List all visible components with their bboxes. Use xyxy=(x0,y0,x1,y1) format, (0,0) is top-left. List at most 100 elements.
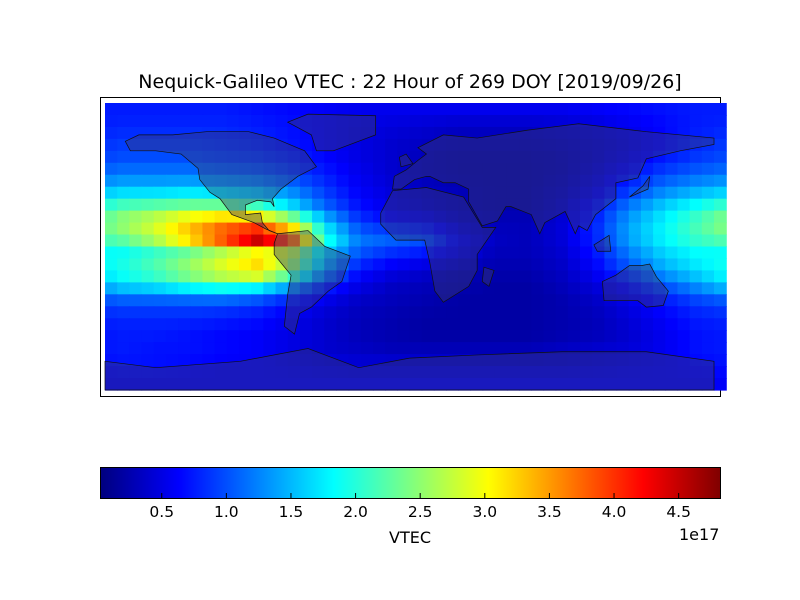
heatmap-cell xyxy=(238,186,252,200)
colorbar-segment xyxy=(698,468,700,498)
heatmap-cell xyxy=(665,366,679,379)
heatmap-cell xyxy=(178,138,191,152)
colorbar-segment xyxy=(586,468,588,498)
heatmap-cell xyxy=(385,294,398,307)
heatmap-cell xyxy=(263,318,277,331)
heatmap-cell xyxy=(251,126,264,140)
heatmap-cell xyxy=(141,330,155,343)
heatmap-cell xyxy=(604,114,618,128)
colorbar-segment xyxy=(407,468,409,498)
heatmap-cell xyxy=(263,306,277,319)
colorbar-segment xyxy=(291,468,293,498)
colorbar-segment xyxy=(332,468,334,498)
heatmap-cell xyxy=(446,150,459,164)
colorbar-segment xyxy=(682,468,684,498)
colorbar-segment xyxy=(512,468,514,498)
heatmap-cell xyxy=(324,318,338,331)
heatmap-cell xyxy=(567,162,581,176)
colorbar-segment xyxy=(306,468,308,498)
heatmap-cell xyxy=(165,282,179,295)
heatmap-cell xyxy=(555,210,569,224)
colorbar-segment xyxy=(718,468,720,498)
colorbar-segment xyxy=(463,468,465,498)
heatmap-cell xyxy=(336,103,350,116)
colorbar-segment xyxy=(290,468,292,498)
colorbar-segment xyxy=(612,468,614,498)
heatmap-cell xyxy=(494,150,508,164)
heatmap-cell xyxy=(105,198,118,212)
landmass-great-britain xyxy=(398,153,414,168)
heatmap-cell xyxy=(336,150,350,164)
heatmap-cell xyxy=(336,378,350,391)
heatmap-cell xyxy=(312,198,325,212)
heatmap-cell xyxy=(324,354,338,367)
colorbar-segment xyxy=(140,468,142,498)
colorbar-segment xyxy=(286,468,288,498)
heatmap-cell xyxy=(519,294,532,307)
colorbar-segment xyxy=(167,468,169,498)
heatmap-cell xyxy=(105,103,118,116)
heatmap-cell xyxy=(178,103,191,116)
colorbar-segment xyxy=(265,468,267,498)
colorbar-segment xyxy=(129,468,131,498)
colorbar-segment xyxy=(510,468,512,498)
colorbar-segment xyxy=(678,468,680,498)
heatmap-cell xyxy=(190,306,204,319)
heatmap-cell xyxy=(299,354,313,367)
colorbar-segment xyxy=(150,468,152,498)
heatmap-cell xyxy=(165,330,179,343)
colorbar-segment xyxy=(231,468,233,498)
heatmap-cell xyxy=(202,210,216,224)
heatmap-cell xyxy=(433,162,447,176)
colorbar-segment xyxy=(267,468,269,498)
heatmap-cell xyxy=(141,258,155,272)
colorbar-segment xyxy=(166,468,168,498)
heatmap-cell xyxy=(385,103,398,116)
colorbar-segment xyxy=(511,468,513,498)
colorbar-segment xyxy=(476,468,478,498)
colorbar-segment xyxy=(171,468,173,498)
colorbar-segment xyxy=(713,468,715,498)
colorbar-segment xyxy=(574,468,576,498)
heatmap-cell xyxy=(665,186,679,200)
heatmap-cell xyxy=(238,282,252,295)
colorbar-segment xyxy=(708,468,710,498)
heatmap-cell xyxy=(165,198,179,212)
heatmap-cell xyxy=(543,198,557,212)
heatmap-cell xyxy=(238,330,252,343)
heatmap-cell xyxy=(190,366,204,379)
colorbar-segment xyxy=(329,468,331,498)
colorbar-segment xyxy=(180,468,182,498)
heatmap-cell xyxy=(421,270,435,283)
landmass-north-america xyxy=(124,131,317,235)
colorbar-segment xyxy=(578,468,580,498)
heatmap-cell xyxy=(714,186,727,200)
heatmap-cell xyxy=(385,378,398,391)
colorbar-segment xyxy=(205,468,207,498)
colorbar-segment xyxy=(693,468,695,498)
heatmap-cell xyxy=(458,246,471,260)
colorbar-segment xyxy=(531,468,533,498)
colorbar-segment xyxy=(657,468,659,498)
heatmap-cell xyxy=(409,294,423,307)
colorbar-segment xyxy=(156,468,158,498)
colorbar-segment xyxy=(541,468,543,498)
heatmap-cell xyxy=(214,318,228,331)
colorbar-segment xyxy=(308,468,310,498)
colorbar-segment xyxy=(719,468,721,498)
heatmap-cell xyxy=(567,294,581,307)
heatmap-cell xyxy=(714,378,727,391)
colorbar-segment xyxy=(647,468,649,498)
heatmap-cell xyxy=(141,294,155,307)
heatmap-cell xyxy=(543,174,557,188)
heatmap-cell xyxy=(580,174,593,188)
heatmap-cell xyxy=(129,222,143,236)
heatmap-cell xyxy=(470,234,484,248)
colorbar-segment xyxy=(602,468,604,498)
heatmap-cell xyxy=(275,210,289,224)
colorbar-segment xyxy=(524,468,526,498)
heatmap-cell xyxy=(580,234,593,248)
heatmap-cell xyxy=(628,258,642,272)
colorbar-segment xyxy=(282,468,284,498)
colorbar-segment xyxy=(486,468,488,498)
